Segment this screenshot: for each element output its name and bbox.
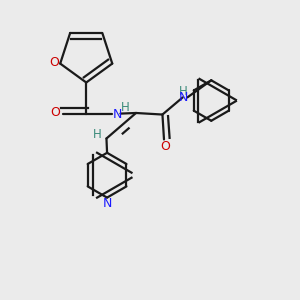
Text: O: O xyxy=(160,140,170,153)
Text: H: H xyxy=(179,85,188,98)
Text: N: N xyxy=(103,197,112,210)
Text: O: O xyxy=(50,56,59,68)
Text: H: H xyxy=(120,101,129,114)
Text: N: N xyxy=(113,108,122,121)
Text: O: O xyxy=(50,106,60,119)
Text: N: N xyxy=(179,91,188,104)
Text: H: H xyxy=(93,128,101,141)
